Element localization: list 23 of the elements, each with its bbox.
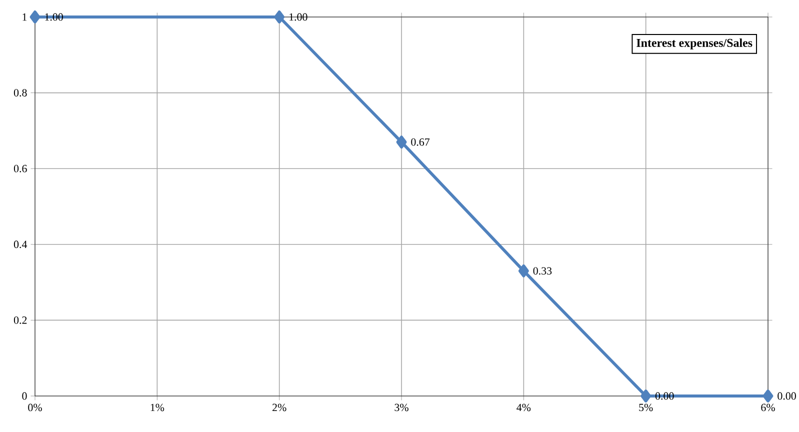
y-tick-label: 0.8	[14, 89, 27, 97]
point	[274, 10, 285, 24]
x-tick-label: 1%	[150, 404, 164, 412]
x-tick-label: 0%	[28, 404, 42, 412]
x-tick-label: 5%	[639, 404, 653, 412]
x-tick-label: 2%	[272, 404, 286, 412]
point	[518, 264, 529, 278]
y-tick-label: 0.2	[14, 316, 27, 324]
point	[762, 390, 774, 402]
x-tick-label: 4%	[516, 404, 531, 412]
point	[396, 136, 407, 149]
point	[640, 390, 652, 402]
data-label: 0.67	[411, 138, 430, 146]
x-tick-label: 6%	[761, 404, 775, 412]
y-tick-label: 0	[22, 392, 27, 400]
y-tick-label: 1	[22, 13, 27, 21]
point	[30, 10, 40, 24]
y-tick-label: 0.6	[14, 164, 27, 172]
data-label: 0.00	[778, 392, 796, 400]
x-tick-label: 3%	[394, 404, 408, 412]
data-label: 0.33	[533, 267, 552, 275]
y-tick-label: 0.4	[14, 240, 28, 248]
text: Interest expenses/Sales	[636, 38, 752, 50]
